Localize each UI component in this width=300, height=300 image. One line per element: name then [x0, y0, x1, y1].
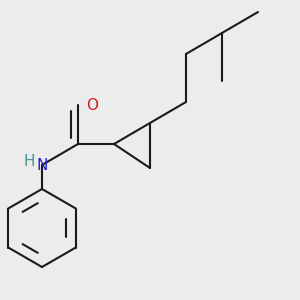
Text: N: N	[36, 158, 48, 172]
Text: O: O	[86, 98, 98, 112]
Text: H: H	[23, 154, 34, 169]
